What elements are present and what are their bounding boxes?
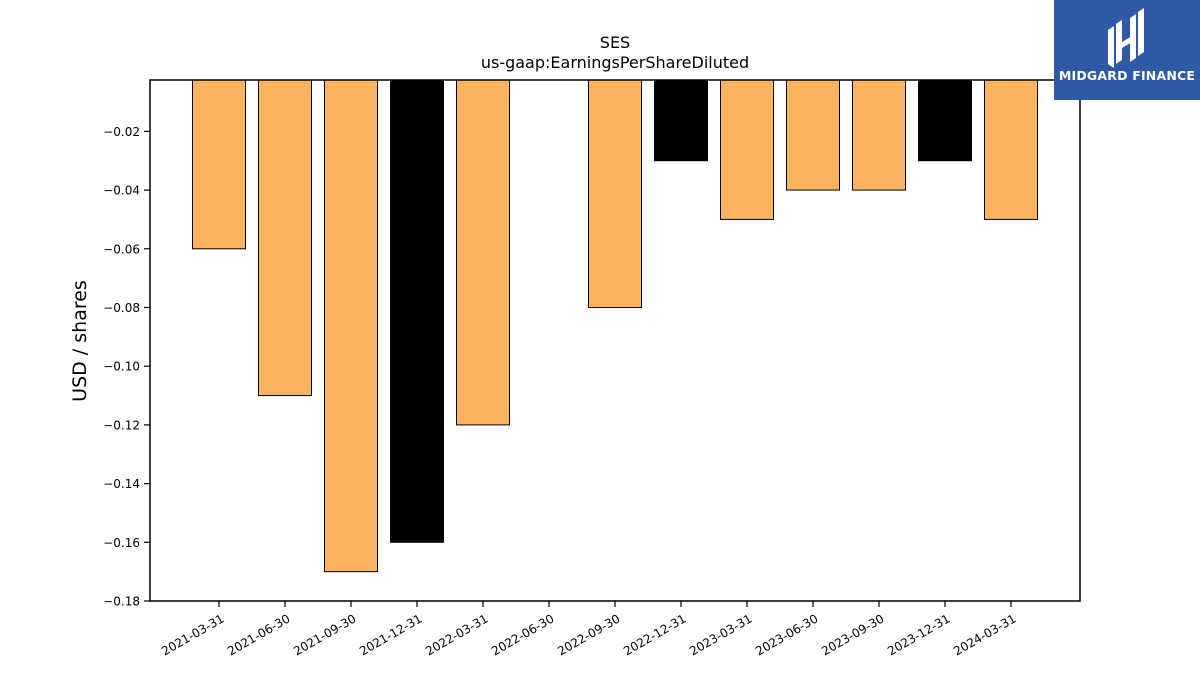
y-axis-label: USD / shares: [69, 280, 91, 402]
x-tick-label: 2022-12-31: [621, 611, 688, 658]
midgard-logo-icon: [1108, 8, 1144, 68]
y-tick-label: −0.14: [103, 477, 140, 491]
x-tick-label: 2024-03-31: [951, 611, 1018, 658]
y-tick-label: −0.02: [103, 125, 140, 139]
y-tick-label: −0.06: [103, 242, 140, 256]
x-axis-ticks: 2021-03-312021-06-302021-09-302021-12-31…: [159, 601, 1019, 658]
y-tick-label: −0.04: [103, 184, 140, 198]
x-tick-label: 2023-12-31: [885, 611, 952, 658]
bar-2021-03-31: [192, 79, 246, 250]
x-tick-label: 2022-06-30: [489, 611, 556, 658]
bar-group: [192, 79, 1038, 573]
y-tick-label: −0.18: [103, 595, 140, 609]
x-tick-label: 2022-09-30: [555, 611, 622, 658]
brand-name: MIDGARD FINANCE: [1058, 68, 1196, 83]
chart-subtitle: us-gaap:EarningsPerShareDiluted: [481, 53, 749, 72]
x-tick-label: 2021-03-31: [159, 611, 226, 658]
y-tick-label: −0.08: [103, 301, 140, 315]
bar-2021-06-30: [258, 79, 312, 397]
bar-2024-03-31: [984, 79, 1038, 220]
chart-title: SES: [600, 33, 630, 52]
bar-2022-09-30: [588, 79, 642, 308]
x-tick-label: 2021-12-31: [357, 611, 424, 658]
x-tick-label: 2021-09-30: [291, 611, 358, 658]
bar-2023-06-30: [786, 79, 840, 191]
x-tick-label: 2023-06-30: [753, 611, 820, 658]
bar-2023-09-30: [852, 79, 906, 191]
bar-2021-12-31: [390, 79, 444, 543]
bar-2022-03-31: [456, 79, 510, 426]
x-tick-label: 2021-06-30: [225, 611, 292, 658]
y-tick-label: −0.12: [103, 418, 140, 432]
brand-logo: MIDGARD FINANCE: [1054, 0, 1200, 100]
bar-2022-12-31: [654, 79, 708, 162]
x-tick-label: 2023-09-30: [819, 611, 886, 658]
y-tick-label: −0.10: [103, 360, 140, 374]
y-axis-ticks: −0.02 −0.04 −0.06 −0.08 −0.10 −0.12 −0.14 −0.16…: [103, 125, 150, 609]
bar-2023-03-31: [720, 79, 774, 220]
plot-frame: [149, 79, 1081, 602]
y-tick-label: −0.16: [103, 536, 140, 550]
bar-2023-12-31: [918, 79, 972, 162]
bar-2021-09-30: [324, 79, 378, 573]
x-tick-label: 2022-03-31: [423, 611, 490, 658]
x-tick-label: 2023-03-31: [687, 611, 754, 658]
